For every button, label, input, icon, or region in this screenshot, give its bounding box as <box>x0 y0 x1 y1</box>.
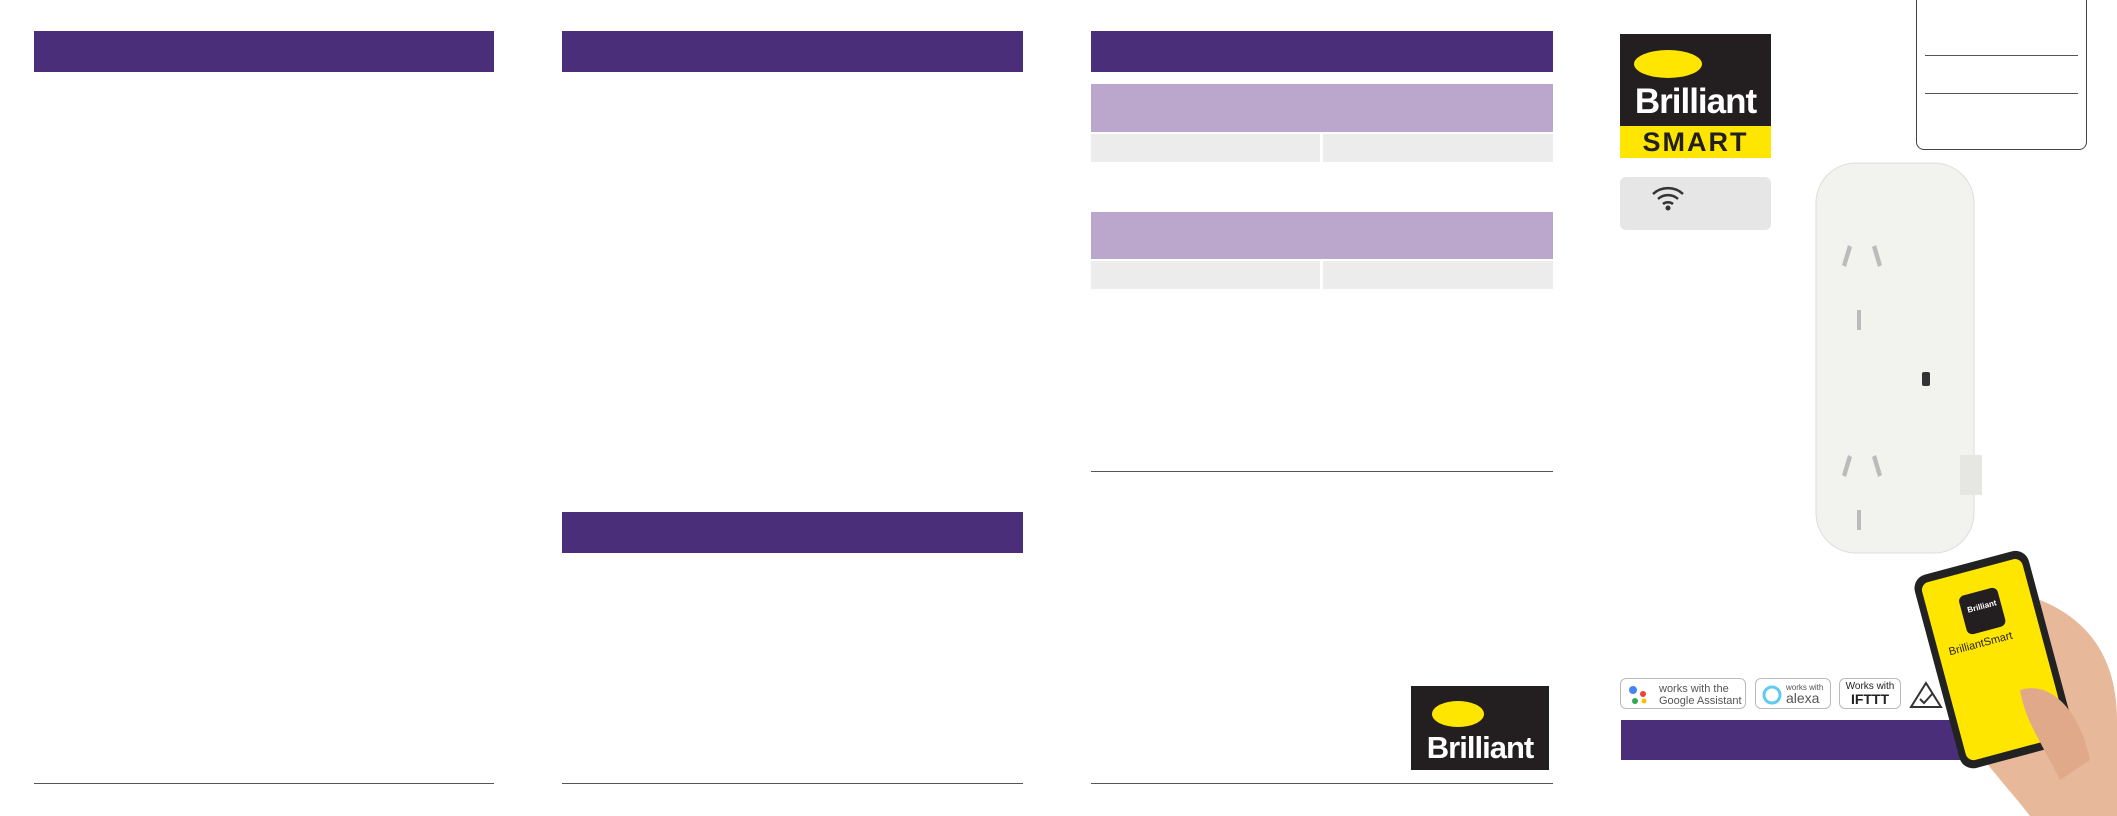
google-badge: works with the Google Assistant <box>1620 678 1746 709</box>
section-header-bar <box>34 31 494 72</box>
badge-text: alexa <box>1786 690 1820 706</box>
wifi-icon <box>1652 186 1684 211</box>
logo-ellipse <box>1634 50 1702 78</box>
section-header-bar <box>562 512 1023 553</box>
logo-text: Brilliant <box>1426 730 1534 765</box>
footer-logo: Brilliant <box>1411 686 1549 770</box>
badge-text: IFTTT <box>1850 691 1890 707</box>
alexa-badge: works with alexa <box>1755 678 1831 709</box>
ifttt-badge: Works with IFTTT <box>1839 678 1901 709</box>
smart-plug-image <box>1815 162 1982 554</box>
badge-text: works with the <box>1659 683 1729 695</box>
table-header <box>1091 84 1553 132</box>
section-header-bar <box>562 31 1023 72</box>
rule <box>1925 55 2078 56</box>
table-cell <box>1323 134 1553 162</box>
brand-logo: Brilliant SMART <box>1620 34 1771 158</box>
label-box <box>1916 0 2087 150</box>
rule <box>1091 783 1553 784</box>
badge-text: Google Assistant <box>1659 695 1742 707</box>
rule <box>34 783 494 784</box>
table-header <box>1091 212 1553 259</box>
wifi-box <box>1620 177 1771 230</box>
google-dots <box>1629 686 1647 704</box>
phone-hand-image <box>1914 550 2117 816</box>
rcm-mark <box>1909 681 1943 708</box>
table-cell <box>1091 134 1320 162</box>
logo-tagline: SMART <box>1620 126 1771 158</box>
rule <box>1091 471 1553 472</box>
badge-text: Works with <box>1845 681 1895 692</box>
logo-text: Brilliant <box>1634 82 1757 121</box>
rule <box>1925 93 2078 94</box>
rule <box>562 783 1023 784</box>
section-header-bar <box>1091 31 1553 72</box>
table-cell <box>1091 261 1320 289</box>
badge-text: works with <box>1786 683 1824 692</box>
table-cell <box>1323 261 1553 289</box>
logo-ellipse <box>1432 701 1484 727</box>
alexa-ring <box>1762 685 1782 705</box>
